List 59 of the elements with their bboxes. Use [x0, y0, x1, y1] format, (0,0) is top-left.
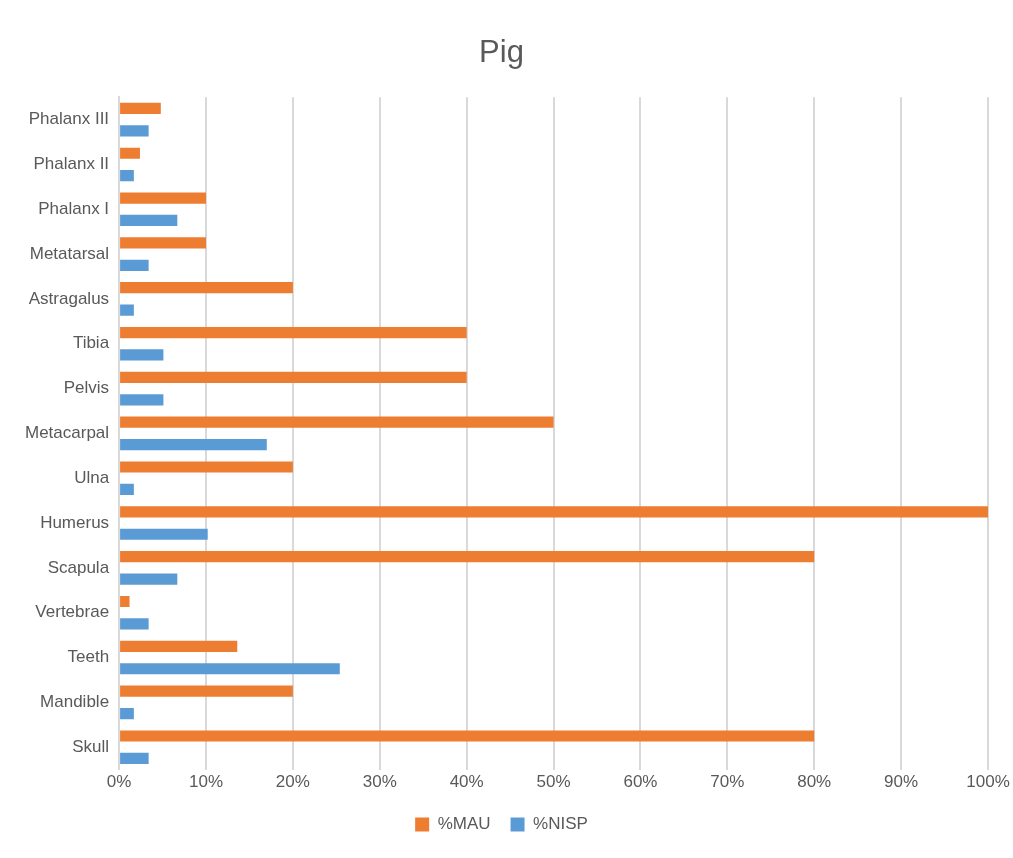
y-tick-label: Humerus: [40, 512, 110, 532]
y-tick-label: Skull: [72, 736, 110, 756]
x-tick-label: 40%: [449, 772, 484, 792]
y-tick-label: Mandible: [40, 692, 110, 712]
y-tick-label: Astragalus: [28, 288, 110, 308]
bar: [120, 394, 164, 406]
x-tick-label: 80%: [797, 772, 832, 792]
bar: [120, 304, 134, 316]
chart-title: Pig: [479, 34, 524, 70]
bar: [120, 528, 208, 540]
y-tick-label: Metacarpal: [24, 423, 110, 443]
bar: [120, 416, 554, 428]
bar: [120, 282, 293, 294]
bar: [120, 237, 206, 249]
x-tick-label: 90%: [884, 772, 919, 792]
bar: [120, 147, 140, 159]
x-tick-label: 50%: [536, 772, 571, 792]
y-tick-label: Pelvis: [63, 378, 110, 398]
bar: [120, 752, 149, 764]
bar: [120, 640, 238, 652]
x-tick-label: 60%: [623, 772, 658, 792]
bar: [120, 707, 134, 720]
y-tick-label: Teeth: [67, 647, 110, 667]
x-tick-label: 20%: [275, 772, 310, 792]
y-tick-label: Tibia: [72, 333, 110, 353]
x-tick-label: 30%: [362, 772, 397, 792]
legend-label: %NISP: [533, 814, 588, 834]
bar: [120, 170, 134, 182]
bar: [120, 259, 149, 271]
bar: [120, 214, 178, 227]
y-tick-label: Phalanx II: [33, 154, 110, 174]
legend-label: %MAU: [437, 814, 491, 834]
y-tick-label: Phalanx III: [28, 109, 110, 129]
bar: [120, 573, 178, 585]
x-tick-label: 100%: [966, 772, 1010, 792]
y-tick-label: Vertebrae: [35, 602, 110, 622]
bar: [120, 595, 130, 608]
bar: [120, 439, 267, 451]
bar: [120, 663, 340, 675]
bar: [120, 551, 815, 563]
y-tick-label: Metatarsal: [29, 243, 110, 263]
bar: [120, 506, 988, 518]
x-tick-label: 10%: [188, 772, 223, 792]
bar: [120, 618, 149, 630]
bar: [120, 685, 293, 697]
bar: [120, 326, 467, 339]
bar: [120, 483, 134, 496]
bar: [120, 461, 293, 473]
x-tick-label: 0%: [106, 772, 132, 792]
bar: [120, 371, 467, 383]
bar: [120, 125, 149, 137]
bar: [120, 102, 161, 115]
x-tick-label: 70%: [710, 772, 745, 792]
y-tick-label: Scapula: [47, 557, 110, 577]
y-tick-label: Phalanx I: [38, 198, 110, 218]
bar: [120, 349, 164, 361]
bar: [120, 192, 206, 204]
bar: [120, 730, 815, 742]
y-tick-label: Ulna: [74, 467, 110, 487]
